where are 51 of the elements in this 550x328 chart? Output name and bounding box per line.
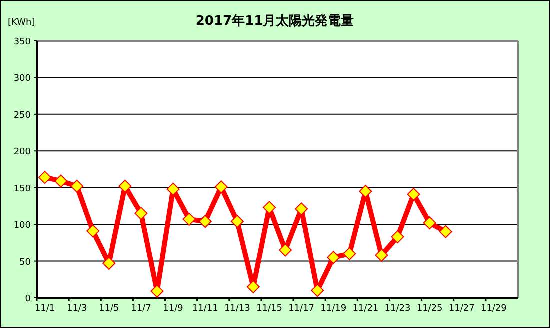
y-tick-label: 250 xyxy=(14,110,32,121)
chart-title: 2017年11月太陽光発電量 xyxy=(196,14,354,29)
point xyxy=(70,180,84,193)
point xyxy=(166,182,180,196)
point xyxy=(182,212,196,226)
y-tick-label: 350 xyxy=(14,38,32,48)
point xyxy=(311,284,324,298)
x-tick-label: 11/25 xyxy=(416,304,443,314)
y-tick-label: 300 xyxy=(14,74,32,84)
x-tick-label: 11/1 xyxy=(34,304,56,314)
point xyxy=(279,244,292,257)
point xyxy=(391,230,404,244)
point xyxy=(230,215,244,228)
x-tick-label: 11/23 xyxy=(384,304,411,314)
y-axis-title: [KWh] xyxy=(8,18,36,28)
point xyxy=(343,247,356,260)
x-tick-label: 11/17 xyxy=(288,304,315,314)
point xyxy=(102,256,116,270)
x-tick-label: 11/15 xyxy=(256,304,282,314)
point xyxy=(214,180,228,194)
y-tick-label: 100 xyxy=(14,221,32,232)
point xyxy=(118,180,132,193)
x-tick-label: 11/29 xyxy=(480,304,508,314)
y-tick-label: 50 xyxy=(20,258,32,268)
point xyxy=(150,284,164,298)
point xyxy=(54,174,68,188)
x-tick-label: 11/13 xyxy=(224,304,250,314)
x-tick-label: 11/21 xyxy=(352,304,379,314)
point xyxy=(295,202,308,216)
point xyxy=(423,216,436,230)
x-tick-label: 11/3 xyxy=(66,304,88,314)
point xyxy=(327,251,340,264)
point xyxy=(375,248,388,262)
point xyxy=(359,185,372,198)
x-tick-label: 11/9 xyxy=(163,304,184,314)
point xyxy=(86,224,100,238)
x-tick-label: 11/11 xyxy=(192,304,218,314)
x-tick-label: 11/7 xyxy=(131,304,152,314)
point xyxy=(262,201,276,214)
x-tick-label: 11/27 xyxy=(448,304,475,314)
point xyxy=(134,207,148,220)
point xyxy=(439,225,452,238)
y-tick-label: 200 xyxy=(14,148,32,158)
x-tick-label: 11/5 xyxy=(99,304,120,314)
point xyxy=(38,171,52,184)
x-tick-label: 11/19 xyxy=(320,304,347,314)
y-tick-label: 150 xyxy=(14,184,32,194)
point xyxy=(198,215,212,228)
point xyxy=(246,280,260,294)
y-tick-label: 0 xyxy=(25,294,32,304)
point xyxy=(407,188,420,201)
